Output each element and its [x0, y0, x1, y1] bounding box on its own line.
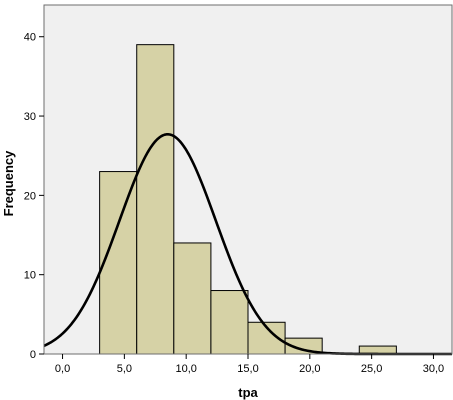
- histogram-bar-2: [136, 44, 175, 355]
- x-tick-label: 5,0: [117, 363, 132, 375]
- y-axis-ticks: 0 10 20 30 40: [24, 32, 44, 361]
- y-axis-title: Frequency: [1, 150, 16, 217]
- y-tick-label: 10: [24, 270, 36, 282]
- y-tick-label: 40: [24, 32, 36, 44]
- x-tick-label: 30,0: [423, 363, 444, 375]
- x-tick-label: 15,0: [237, 363, 258, 375]
- x-tick-label: 10,0: [175, 363, 196, 375]
- histogram-bar-3: [173, 242, 212, 355]
- y-tick-label: 20: [24, 190, 36, 202]
- x-tick-label: 0,0: [55, 363, 70, 375]
- histogram-bar-4: [210, 290, 249, 355]
- x-tick-label: 25,0: [361, 363, 382, 375]
- x-axis-title: tpa: [238, 385, 258, 400]
- y-tick-label: 0: [30, 349, 36, 361]
- y-tick-label: 30: [24, 111, 36, 123]
- x-axis-ticks: 0,0 5,0 10,0 15,0 20,0 25,0 30,0: [55, 354, 444, 375]
- x-tick-label: 20,0: [299, 363, 320, 375]
- histogram-bar-1: [99, 171, 138, 355]
